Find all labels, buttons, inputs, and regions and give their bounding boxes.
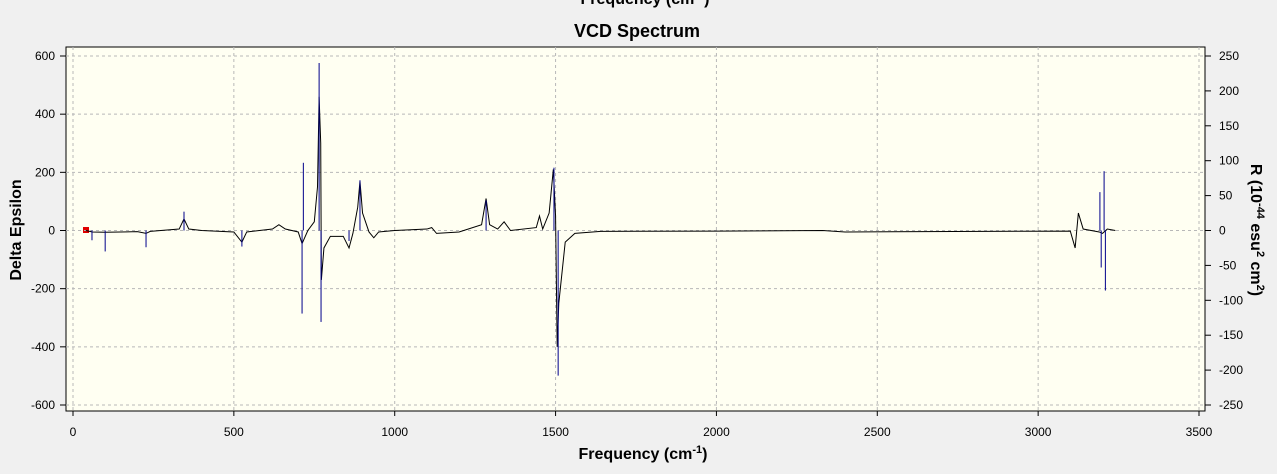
superscript: -44 — [1254, 203, 1266, 220]
spectrum-line — [85, 96, 1116, 347]
x-tick-label: 1000 — [381, 425, 408, 439]
y2-tick-label: 50 — [1219, 189, 1233, 203]
label-part: esu — [1247, 219, 1264, 251]
superscript: -1 — [694, 0, 704, 1]
y2-tick-label: 0 — [1219, 224, 1226, 238]
y-tick-label: -400 — [31, 340, 55, 354]
x-tick-label: 3500 — [1186, 425, 1213, 439]
y-tick-label: 200 — [35, 165, 55, 179]
label-part: Frequency (cm — [579, 446, 693, 463]
label-part: ) — [702, 446, 707, 463]
y2-tick-label: -150 — [1219, 328, 1243, 342]
label-part: ) — [704, 0, 709, 8]
y-tick-label: 400 — [35, 107, 55, 121]
y-tick-label: -200 — [31, 282, 55, 296]
label-part: ) — [1247, 291, 1264, 296]
y-tick-label: -600 — [31, 398, 55, 412]
y-axis-label: Delta Epsilon — [8, 179, 25, 280]
y2-tick-label: 150 — [1219, 119, 1239, 133]
superscript: -1 — [692, 444, 702, 456]
x-tick-label: 3000 — [1025, 425, 1052, 439]
header-label: Frequency (cm-1) — [581, 0, 710, 8]
x-tick-label: 2000 — [703, 425, 730, 439]
chart-title: VCD Spectrum — [574, 21, 700, 41]
x-tick-label: 500 — [224, 425, 244, 439]
y-tick-label: 600 — [35, 49, 55, 63]
y2-tick-label: -250 — [1219, 398, 1243, 412]
y-tick-label: 0 — [48, 224, 55, 238]
label-part: cm — [1247, 257, 1264, 285]
x-tick-label: 1500 — [542, 425, 569, 439]
y2-tick-label: 250 — [1219, 49, 1239, 63]
superscript: 2 — [1254, 285, 1266, 291]
y2-tick-label: -50 — [1219, 258, 1237, 272]
x-tick-label: 2500 — [864, 425, 891, 439]
y2-tick-label: 200 — [1219, 84, 1239, 98]
label-part: R (10 — [1247, 164, 1264, 203]
y2-tick-label: -200 — [1219, 363, 1243, 377]
y2-tick-label: 100 — [1219, 154, 1239, 168]
x-tick-label: 0 — [70, 425, 77, 439]
y2-tick-label: -100 — [1219, 293, 1243, 307]
y2-axis-label: R (10-44 esu2 cm2) — [1247, 164, 1266, 296]
superscript: 2 — [1254, 251, 1266, 257]
plot-area — [65, 46, 1206, 412]
x-axis-label: Frequency (cm-1) — [579, 444, 708, 463]
label-part: Frequency (cm — [581, 0, 695, 8]
